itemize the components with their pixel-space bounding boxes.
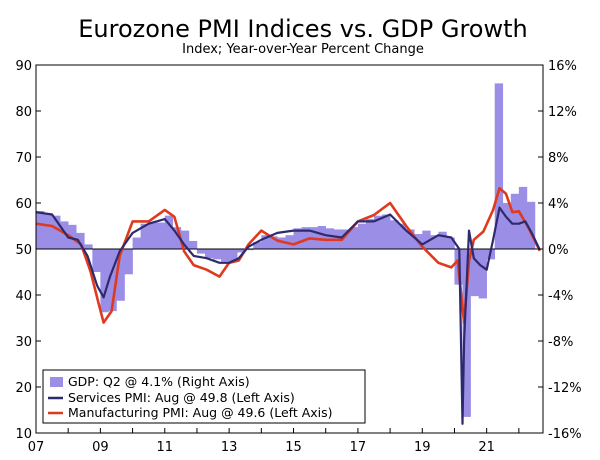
left-tick-label: 20	[15, 381, 32, 396]
right-tick-label: 8%	[548, 151, 569, 166]
gdp-bar	[446, 237, 455, 249]
right-tick-label: 0%	[548, 243, 569, 258]
gdp-bar	[341, 229, 351, 249]
left-tick-label: 10	[15, 427, 32, 442]
gdp-bar	[365, 219, 375, 249]
x-tick-label: 15	[285, 440, 302, 455]
gdp-bar	[438, 231, 447, 249]
x-tick-label: 17	[350, 440, 367, 455]
gdp-bar	[196, 249, 206, 254]
left-axis: 10 20 30 40 50 60 70 80 90	[15, 59, 41, 442]
left-tick-label: 70	[15, 151, 32, 166]
gdp-bar	[422, 230, 431, 249]
gdp-bar	[285, 235, 294, 249]
gdp-bar	[269, 236, 278, 249]
left-tick-label: 30	[15, 335, 32, 350]
gdp-bar	[100, 249, 109, 313]
right-tick-label: 4%	[548, 197, 569, 212]
chart-subtitle: Index; Year-over-Year Percent Change	[182, 42, 424, 57]
gdp-bar	[253, 242, 262, 249]
gdp-bar	[317, 226, 327, 249]
gdp-bar	[494, 83, 504, 250]
gdp-bar	[205, 249, 214, 259]
right-tick-label: 16%	[548, 59, 577, 74]
gdp-bar	[132, 237, 141, 249]
gdp-bar	[301, 227, 310, 249]
left-tick-label: 50	[15, 243, 32, 258]
legend: GDP: Q2 @ 4.1% (Right Axis) Services PMI…	[42, 369, 366, 424]
gdp-bar	[108, 249, 117, 312]
chart-title: Eurozone PMI Indices vs. GDP Growth	[78, 15, 527, 43]
x-tick-label: 21	[478, 440, 495, 455]
gdp-bar	[156, 222, 166, 249]
gdp-bar	[180, 230, 190, 249]
x-axis: 07 09 11 13 15 17 19 21	[28, 428, 520, 455]
right-tick-label: 12%	[548, 105, 577, 120]
legend-label-manufacturing: Manufacturing PMI: Aug @ 49.6 (Left Axis…	[68, 405, 333, 420]
right-axis: -16% -12% -8% -4% 0% 4% 8% 12% 16%	[538, 59, 582, 442]
services-pmi-line	[35, 206, 541, 425]
x-tick-label: 07	[28, 440, 45, 455]
x-tick-label: 19	[414, 440, 431, 455]
gdp-bar	[406, 229, 415, 249]
gdp-bar	[462, 249, 471, 417]
gdp-bar	[430, 235, 439, 249]
gdp-bar	[44, 213, 53, 249]
gdp-bar	[293, 228, 302, 249]
gdp-bar	[357, 223, 367, 249]
gdp-bar	[36, 211, 45, 249]
x-tick-label: 13	[221, 440, 238, 455]
gdp-bar	[172, 227, 182, 249]
gdp-bar	[140, 223, 149, 249]
gdp-bar	[164, 215, 174, 249]
right-tick-label: -4%	[548, 289, 573, 304]
manufacturing-pmi-line	[35, 187, 541, 324]
x-tick-label: 11	[156, 440, 173, 455]
right-tick-label: -8%	[548, 335, 573, 350]
gdp-bar	[390, 220, 399, 249]
x-tick-label: 09	[92, 440, 109, 455]
legend-box	[42, 369, 366, 424]
left-tick-label: 80	[15, 105, 32, 120]
left-tick-label: 60	[15, 197, 32, 212]
gdp-bar	[374, 215, 383, 249]
gdp-bar	[237, 249, 246, 253]
gdp-bar	[245, 249, 254, 251]
gdp-bar	[261, 235, 270, 249]
gdp-bar	[124, 249, 133, 275]
left-tick-label: 40	[15, 289, 32, 304]
gdp-bar	[116, 249, 125, 301]
gdp-bar	[502, 203, 512, 249]
right-tick-label: -12%	[548, 381, 582, 396]
left-tick-label: 90	[15, 59, 32, 74]
gdp-bar	[349, 227, 359, 249]
legend-swatch-gdp	[50, 377, 63, 387]
gdp-bar	[277, 237, 286, 249]
gdp-bar	[382, 214, 391, 249]
gdp-bar	[510, 193, 520, 249]
gdp-bar	[478, 249, 487, 299]
gdp-bar	[84, 244, 93, 249]
gdp-bar	[526, 201, 536, 249]
legend-label-gdp: GDP: Q2 @ 4.1% (Right Axis)	[68, 374, 250, 389]
gdp-bar	[92, 249, 101, 272]
gdp-bar	[148, 222, 158, 249]
gdp-bar	[52, 215, 61, 249]
gdp-bar	[470, 249, 479, 297]
gdp-bar	[76, 232, 85, 249]
gdp-bar	[213, 249, 222, 260]
gdp-bar	[221, 249, 230, 262]
right-tick-label: -16%	[548, 427, 582, 442]
gdp-bar	[398, 223, 407, 249]
gdp-bar	[229, 249, 238, 262]
gdp-bar	[60, 221, 69, 249]
legend-label-services: Services PMI: Aug @ 49.8 (Left Axis)	[68, 390, 295, 405]
gdp-bar	[188, 240, 198, 249]
